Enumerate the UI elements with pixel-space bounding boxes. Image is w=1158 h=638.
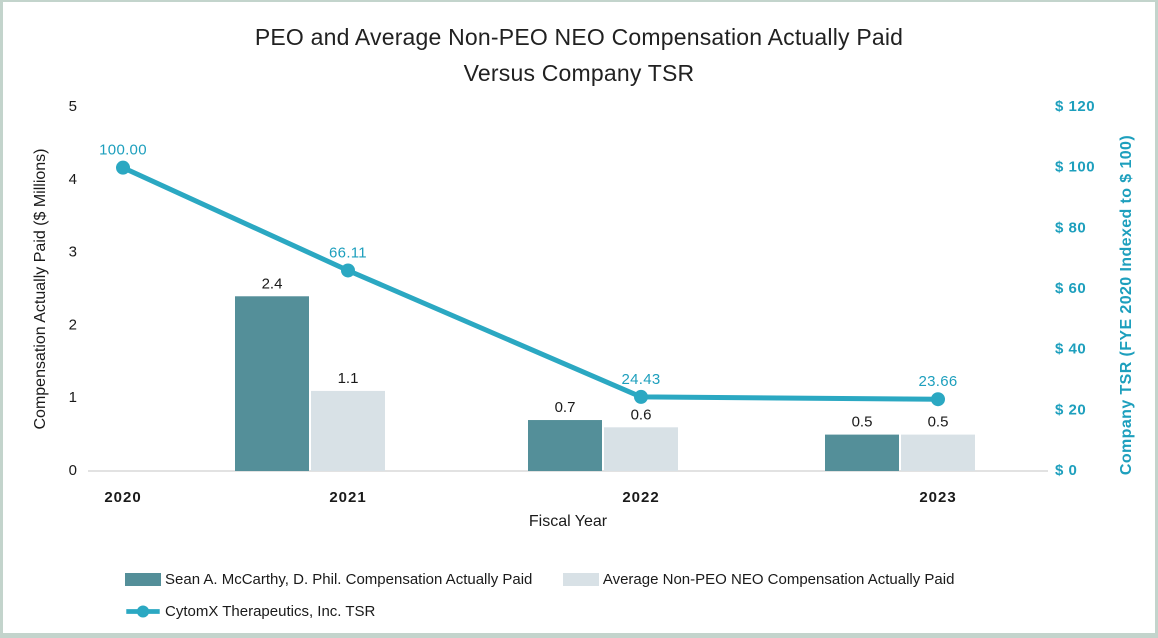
bar-s1-2022	[604, 427, 678, 471]
bar-label-s0-2021: 2.4	[262, 275, 283, 292]
tsr-marker-2023	[931, 392, 945, 407]
left-tick-5: 5	[69, 98, 77, 115]
tsr-line	[120, 165, 941, 402]
bar-label-s0-2023: 0.5	[852, 414, 873, 431]
legend-row-1: Sean A. McCarthy, D. Phil. Compensation …	[125, 571, 980, 589]
bar-s0-2022	[528, 420, 602, 471]
legend-label-neo: Average Non-PEO NEO Compensation Actuall…	[602, 571, 955, 589]
legend-label-peo: Sean A. McCarthy, D. Phil. Compensation …	[165, 571, 533, 589]
bar-label-s1-2023: 0.5	[928, 414, 949, 431]
tsr-label-2020: 100.00	[99, 142, 147, 159]
bar-s1-2023	[901, 434, 975, 471]
left-tick-0: 0	[69, 462, 77, 479]
left-tick-1: 1	[69, 389, 77, 406]
plot-area: 0 1 2 3 4 5 $ 0 $ 20 $ 40 $ 60 $ 80 $ 100 $ 120 2020 2…	[69, 98, 1095, 506]
right-tick-2: $ 40	[1055, 341, 1086, 358]
legend-item-peo: Sean A. McCarthy, D. Phil. Compensation …	[125, 571, 532, 588]
legend-label-tsr: CytomX Therapeutics, Inc. TSR	[165, 603, 376, 621]
left-tick-3: 3	[69, 244, 77, 261]
tsr-label-2022: 24.43	[621, 371, 660, 388]
left-tick-4: 4	[69, 171, 77, 188]
legend-swatch-peo-icon	[125, 573, 161, 587]
x-tick-2020: 2020	[104, 489, 141, 506]
tsr-label-2023: 23.66	[918, 373, 957, 390]
tsr-marker-2021	[341, 263, 355, 278]
left-tick-2: 2	[69, 316, 77, 333]
right-tick-5: $ 100	[1055, 159, 1095, 176]
right-tick-1: $ 20	[1055, 401, 1086, 418]
bar-s1-2021	[311, 390, 385, 471]
chart-title-line2: Versus Company TSR	[463, 60, 695, 86]
legend-line-marker-icon	[126, 605, 160, 618]
right-tick-4: $ 80	[1055, 219, 1086, 236]
right-tick-3: $ 60	[1055, 280, 1086, 297]
bar-label-s0-2022: 0.7	[555, 399, 576, 416]
chart-title-line1: PEO and Average Non-PEO NEO Compensation…	[254, 24, 904, 50]
bar-s0-2023	[825, 434, 899, 471]
x-tick-2021: 2021	[329, 489, 366, 506]
legend-item-tsr: CytomX Therapeutics, Inc. TSR	[125, 603, 375, 620]
x-tick-2023: 2023	[919, 489, 956, 506]
legend-item-neo: Average Non-PEO NEO Compensation Actuall…	[562, 571, 955, 589]
bar-label-s1-2021: 1.1	[338, 370, 359, 387]
legend-swatch-neo-icon	[562, 573, 599, 587]
x-axis-title: Fiscal Year	[528, 513, 608, 530]
tsr-marker-2022	[634, 389, 648, 404]
right-tick-0: $ 0	[1055, 462, 1077, 479]
bar-s0-2021	[235, 296, 309, 471]
bar-label-s1-2022: 0.6	[631, 406, 652, 423]
right-tick-6: $ 120	[1055, 98, 1095, 115]
tsr-marker-2020	[116, 160, 130, 175]
legend-row-2: CytomX Therapeutics, Inc. TSR	[125, 603, 401, 621]
tsr-label-2021: 66.11	[329, 244, 367, 261]
x-tick-2022: 2022	[622, 489, 659, 506]
